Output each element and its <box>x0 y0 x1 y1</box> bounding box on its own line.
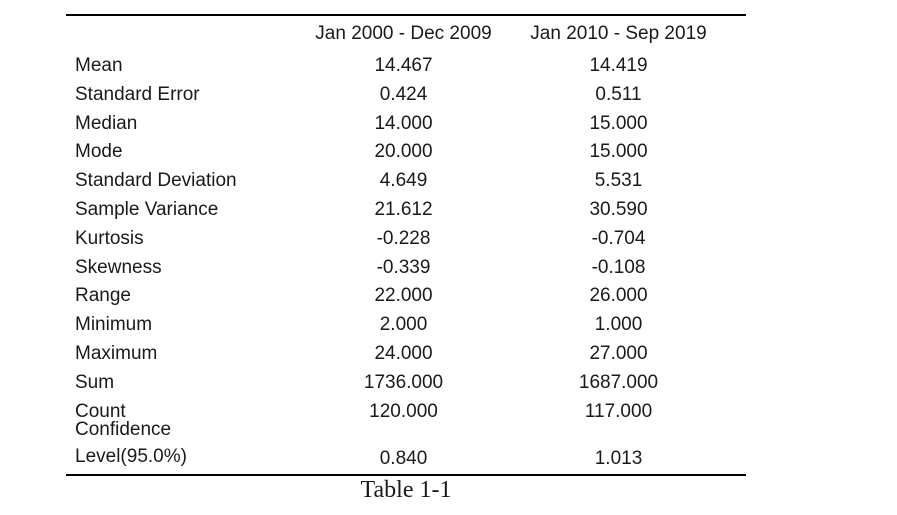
row-value-period-1: 1736.000 <box>363 371 444 393</box>
row-value-period-1: 21.612 <box>374 198 433 220</box>
table-header-row: Jan 2000 - Dec 2009 Jan 2010 - Sep 2019 <box>66 16 746 52</box>
table-row-standard-error: Standard Error 0.424 0.511 <box>66 81 746 110</box>
table-row-maximum: Maximum 24.000 27.000 <box>66 340 746 369</box>
row-label: Minimum <box>75 314 153 336</box>
row-value-period-2: 1.000 <box>594 314 643 336</box>
row-value-period-2: 5.531 <box>594 170 643 192</box>
row-value-period-1: 22.000 <box>374 285 433 307</box>
row-value-period-2: 15.000 <box>589 141 648 163</box>
row-label: Skewness <box>75 256 162 278</box>
table-row-confidence-level: Confidence Level(95.0%) 0.840 1.013 <box>66 419 746 474</box>
table-row-standard-deviation: Standard Deviation 4.649 5.531 <box>66 167 746 196</box>
table-row-kurtosis: Kurtosis -0.228 -0.704 <box>66 225 746 254</box>
row-value-period-2: 14.419 <box>589 54 648 76</box>
row-label: Median <box>75 112 138 134</box>
row-label: Confidence Level(95.0%) <box>75 419 187 468</box>
row-value-period-1: 14.000 <box>374 112 433 134</box>
row-value-period-2: 30.590 <box>589 198 648 220</box>
row-label: Sum <box>75 371 115 393</box>
row-value-period-1: 4.649 <box>379 170 428 192</box>
row-label: Mode <box>75 141 123 163</box>
row-value-period-2: 26.000 <box>589 285 648 307</box>
row-value-period-2: 1.013 <box>594 448 643 470</box>
table-row-sample-variance: Sample Variance 21.612 30.590 <box>66 196 746 225</box>
row-label: Range <box>75 285 131 307</box>
row-label: Kurtosis <box>75 227 144 249</box>
row-value-period-2: 0.511 <box>595 83 642 105</box>
table-row-minimum: Minimum 2.000 1.000 <box>66 311 746 340</box>
row-value-period-2: 1687.000 <box>578 371 659 393</box>
table-row-sum: Sum 1736.000 1687.000 <box>66 369 746 398</box>
row-value-period-1: 120.000 <box>369 400 438 422</box>
row-value-period-1: 20.000 <box>374 141 433 163</box>
row-label: Maximum <box>75 342 158 364</box>
table-row-skewness: Skewness -0.339 -0.108 <box>66 254 746 283</box>
table-row-mean: Mean 14.467 14.419 <box>66 52 746 81</box>
row-label: Standard Error <box>75 83 200 105</box>
column-header-period-2: Jan 2010 - Sep 2019 <box>530 22 707 44</box>
row-value-period-1: 14.467 <box>374 54 433 76</box>
row-value-period-2: 15.000 <box>589 112 648 134</box>
table-row-median: Median 14.000 15.000 <box>66 110 746 139</box>
row-label: Standard Deviation <box>75 170 237 192</box>
table-caption: Table 1-1 <box>360 477 452 503</box>
table-row-range: Range 22.000 26.000 <box>66 282 746 311</box>
row-label: Count <box>75 400 126 422</box>
row-label: Mean <box>75 54 123 76</box>
row-value-period-1: -0.228 <box>376 227 431 249</box>
row-value-period-2: -0.108 <box>591 256 646 278</box>
row-value-period-2: -0.704 <box>591 227 646 249</box>
row-value-period-1: 24.000 <box>374 342 433 364</box>
descriptive-statistics-table: Jan 2000 - Dec 2009 Jan 2010 - Sep 2019 … <box>66 14 746 477</box>
table-row-mode: Mode 20.000 15.000 <box>66 138 746 167</box>
column-header-period-1: Jan 2000 - Dec 2009 <box>315 22 492 44</box>
row-value-period-1: 2.000 <box>379 314 428 336</box>
row-label: Sample Variance <box>75 198 219 220</box>
row-value-period-1: -0.339 <box>376 256 431 278</box>
table-row-count: Count 120.000 117.000 <box>66 398 746 427</box>
row-value-period-2: 117.000 <box>584 400 653 422</box>
row-value-period-1: 0.424 <box>379 83 428 105</box>
row-value-period-1: 0.840 <box>379 448 428 470</box>
row-value-period-2: 27.000 <box>589 342 648 364</box>
